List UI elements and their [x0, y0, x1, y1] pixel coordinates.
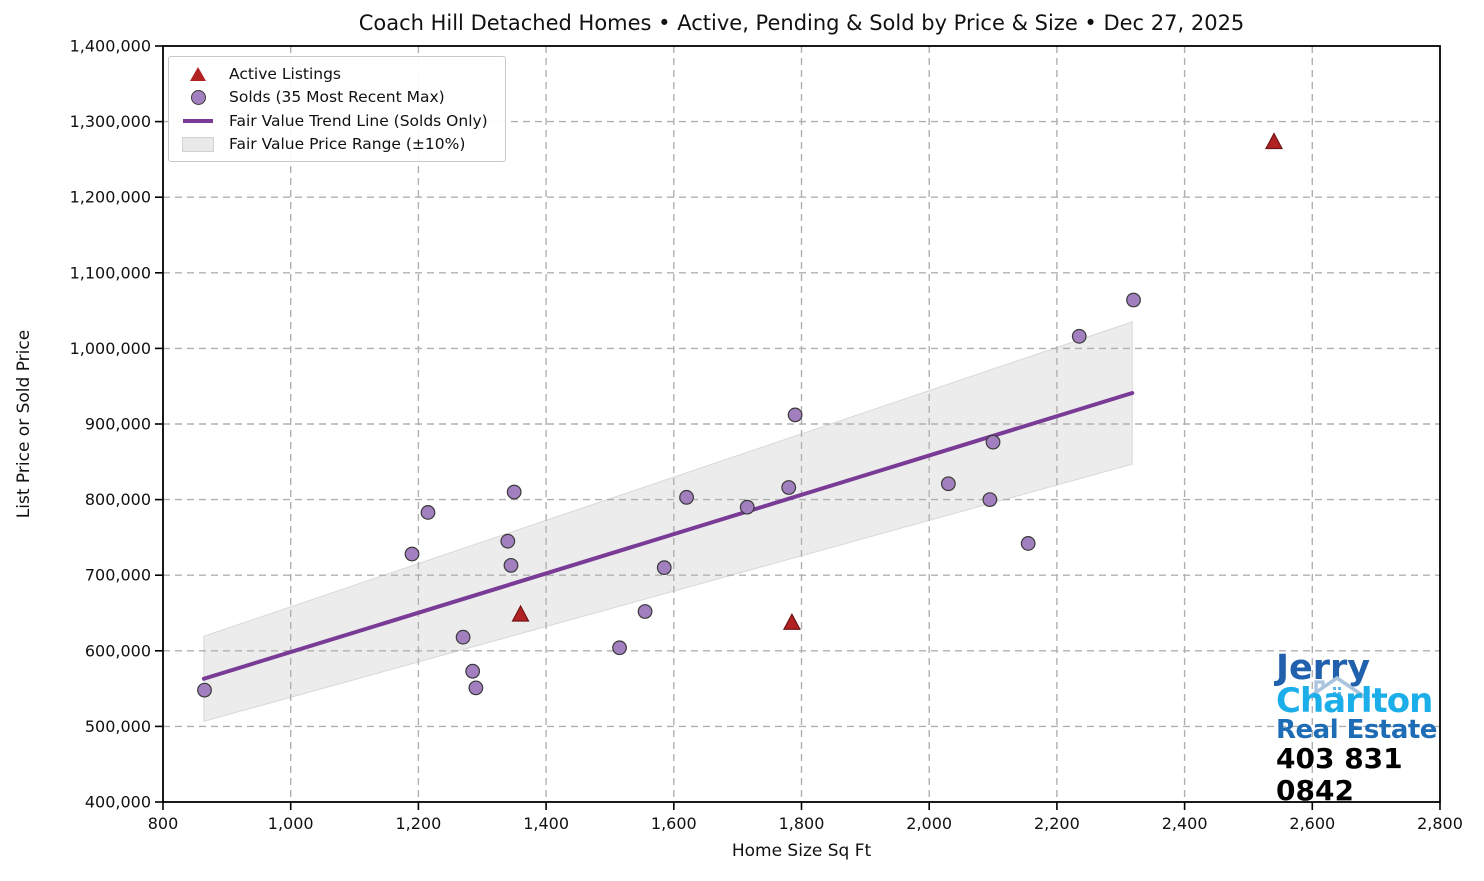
svg-text:1,300,000: 1,300,000 [70, 112, 151, 131]
svg-text:600,000: 600,000 [85, 641, 151, 660]
svg-text:1,200: 1,200 [395, 814, 441, 833]
svg-text:1,600: 1,600 [651, 814, 697, 833]
chart-title: Coach Hill Detached Homes • Active, Pend… [358, 11, 1245, 35]
legend-item-range: Fair Value Price Range (±10%) [181, 135, 499, 153]
svg-text:2,200: 2,200 [1034, 814, 1080, 833]
trend-line-icon [181, 118, 215, 123]
brand-logo: Jerry Charlton Real Estate 403 831 0842 [1276, 651, 1446, 807]
legend-label: Solds (35 Most Recent Max) [229, 88, 445, 107]
sold-circle-icon [181, 89, 215, 105]
svg-text:2,600: 2,600 [1289, 814, 1335, 833]
svg-text:1,800: 1,800 [779, 814, 825, 833]
brand-name-charlton: Charlton [1276, 681, 1433, 721]
brand-real-estate: Real Estate [1276, 715, 1437, 745]
house-roof-icon [1304, 675, 1370, 701]
svg-text:400,000: 400,000 [85, 793, 151, 812]
price-range-band-icon [181, 136, 215, 152]
svg-text:500,000: 500,000 [85, 717, 151, 736]
legend-item-active: Active Listings [181, 65, 499, 83]
legend: Active Listings Solds (35 Most Recent Ma… [168, 56, 506, 162]
legend-label: Active Listings [229, 64, 342, 83]
svg-text:1,400: 1,400 [523, 814, 569, 833]
svg-text:2,400: 2,400 [1162, 814, 1208, 833]
svg-text:800,000: 800,000 [85, 490, 151, 509]
y-axis-label: List Price or Sold Price [14, 329, 34, 519]
legend-label: Fair Value Trend Line (Solds Only) [229, 111, 488, 130]
x-axis-label: Home Size Sq Ft [731, 841, 872, 861]
svg-text:1,200,000: 1,200,000 [70, 188, 151, 207]
svg-text:700,000: 700,000 [85, 566, 151, 585]
svg-text:2,000: 2,000 [906, 814, 952, 833]
svg-text:800: 800 [148, 814, 179, 833]
legend-label: Fair Value Price Range (±10%) [229, 135, 466, 154]
svg-text:900,000: 900,000 [85, 415, 151, 434]
svg-text:2,800: 2,800 [1417, 814, 1463, 833]
svg-text:1,400,000: 1,400,000 [70, 37, 151, 56]
legend-item-trend: Fair Value Trend Line (Solds Only) [181, 112, 499, 130]
brand-name-jerry: Jerry [1276, 648, 1371, 688]
svg-text:1,000: 1,000 [268, 814, 314, 833]
active-listing-triangle-icon [181, 66, 215, 81]
svg-text:1,000,000: 1,000,000 [70, 339, 151, 358]
brand-phone-number: 403 831 0842 [1276, 742, 1403, 807]
svg-text:1,100,000: 1,100,000 [70, 263, 151, 282]
legend-item-solds: Solds (35 Most Recent Max) [181, 88, 499, 106]
